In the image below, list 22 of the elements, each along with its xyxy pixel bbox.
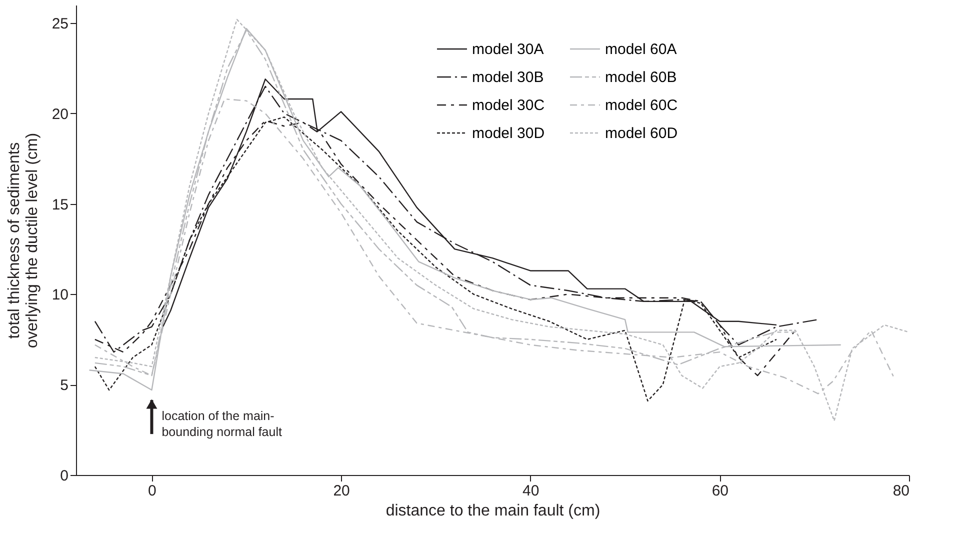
y-tick-label: 10 (52, 286, 68, 304)
y-tick-label: 25 (52, 16, 68, 33)
y-axis-title: total thickness of sediments overlying the ductile level (cm) (6, 132, 41, 348)
y-tick-label: 20 (52, 106, 68, 123)
annotation: location of the main- bounding normal fault (162, 409, 282, 440)
legend-label: model 60C (605, 97, 678, 114)
legend-label: model 60A (605, 41, 677, 58)
x-tick-label: 20 (333, 482, 350, 500)
y-tick-label: 15 (52, 196, 68, 214)
y-tick-label: 0 (60, 468, 68, 484)
y-tick-label: 5 (60, 377, 68, 394)
legend-label: model 30C (472, 97, 545, 114)
legend-label: model 60D (605, 125, 678, 142)
x-tick-label: 0 (148, 482, 156, 500)
x-tick-label: 80 (892, 482, 910, 500)
legend-label: model 30D (472, 125, 545, 142)
legend-label: model 30B (472, 69, 544, 86)
legend-label: model 30A (472, 41, 544, 58)
legend-label: model 60B (605, 69, 677, 86)
x-tick-label: 40 (522, 482, 540, 500)
x-axis-title: distance to the main fault (cm) (386, 502, 600, 520)
x-tick-label: 60 (712, 482, 729, 500)
